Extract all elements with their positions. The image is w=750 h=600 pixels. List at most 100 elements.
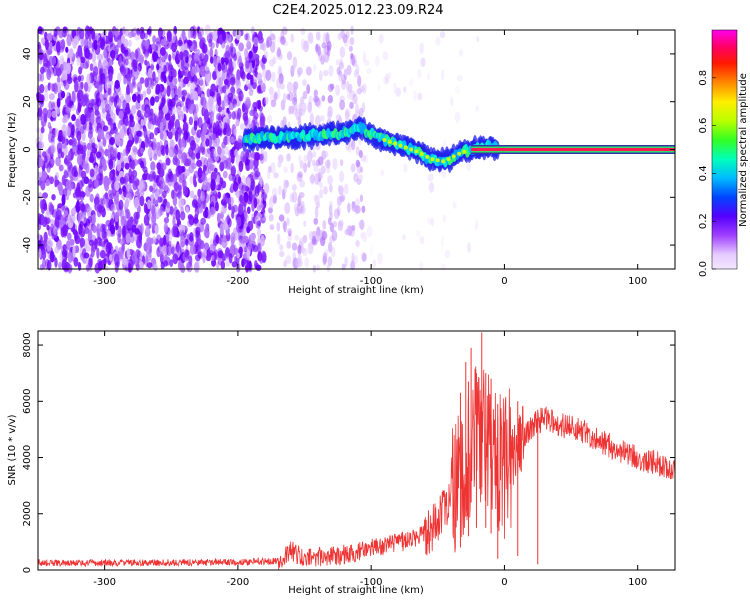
noise-speck bbox=[106, 51, 110, 63]
noise-speck bbox=[358, 138, 362, 146]
noise-speck bbox=[253, 53, 260, 61]
noise-speck bbox=[107, 87, 112, 96]
noise-speck bbox=[46, 68, 52, 81]
noise-speck bbox=[102, 163, 107, 172]
noise-speck bbox=[307, 31, 313, 43]
noise-speck bbox=[351, 252, 355, 264]
noise-speck bbox=[124, 49, 129, 56]
noise-speck bbox=[301, 247, 308, 256]
noise-speck bbox=[162, 116, 166, 127]
noise-speck bbox=[241, 71, 246, 82]
noise-speck bbox=[67, 165, 71, 173]
noise-speck bbox=[50, 158, 55, 165]
noise-speck bbox=[228, 149, 232, 159]
noise-speck bbox=[296, 202, 303, 215]
noise-speck bbox=[43, 90, 49, 102]
ridge-peak bbox=[451, 154, 456, 159]
noise-speck bbox=[104, 98, 109, 107]
noise-speck bbox=[219, 223, 225, 235]
noise-speck bbox=[46, 61, 51, 69]
noise-speck bbox=[313, 95, 319, 103]
noise-speck bbox=[230, 165, 237, 177]
noise-speck bbox=[86, 142, 91, 151]
noise-speck bbox=[350, 90, 357, 98]
noise-speck bbox=[344, 228, 350, 236]
noise-speck bbox=[454, 111, 461, 123]
noise-speck bbox=[237, 176, 242, 184]
noise-speck bbox=[81, 176, 85, 187]
noise-speck bbox=[154, 224, 159, 235]
noise-speck bbox=[92, 224, 97, 234]
noise-speck bbox=[252, 101, 258, 109]
noise-speck bbox=[206, 74, 210, 86]
noise-speck bbox=[277, 161, 282, 168]
noise-speck bbox=[114, 211, 120, 222]
noise-speck bbox=[339, 194, 344, 201]
noise-speck bbox=[77, 44, 83, 57]
noise-speck bbox=[231, 110, 236, 120]
noise-speck bbox=[263, 191, 268, 202]
noise-speck bbox=[255, 264, 262, 271]
noise-speck bbox=[178, 197, 185, 209]
noise-speck bbox=[249, 160, 254, 170]
noise-speck bbox=[267, 114, 273, 124]
noise-speck bbox=[114, 79, 120, 90]
snr-frame bbox=[37, 330, 676, 571]
noise-speck bbox=[58, 28, 64, 39]
noise-speck bbox=[277, 233, 281, 246]
snr-background bbox=[38, 331, 675, 570]
noise-speck bbox=[96, 247, 100, 259]
noise-speck bbox=[160, 54, 165, 67]
noise-speck bbox=[212, 71, 217, 80]
noise-speck bbox=[221, 106, 227, 116]
noise-speck bbox=[254, 152, 261, 161]
noise-speck bbox=[109, 147, 115, 156]
noise-speck bbox=[232, 181, 239, 192]
noise-speck bbox=[189, 135, 195, 147]
noise-speck bbox=[263, 182, 270, 194]
noise-speck bbox=[220, 63, 226, 72]
noise-speck bbox=[56, 76, 61, 84]
noise-speck bbox=[91, 142, 96, 149]
noise-speck bbox=[166, 85, 171, 97]
noise-speck bbox=[339, 99, 346, 111]
noise-speck bbox=[110, 154, 116, 161]
noise-speck bbox=[171, 32, 176, 44]
noise-speck bbox=[197, 31, 202, 40]
noise-speck bbox=[299, 160, 304, 169]
noise-speck bbox=[363, 155, 369, 164]
noise-speck bbox=[136, 109, 142, 118]
ridge-peak bbox=[414, 149, 419, 154]
noise-speck bbox=[117, 98, 122, 109]
noise-speck bbox=[304, 256, 310, 268]
noise-speck bbox=[39, 83, 45, 94]
noise-speck bbox=[212, 132, 217, 141]
noise-speck bbox=[119, 93, 124, 100]
noise-speck bbox=[62, 130, 68, 138]
noise-speck bbox=[363, 59, 370, 67]
noise-speck bbox=[194, 103, 199, 114]
noise-speck bbox=[37, 73, 42, 82]
noise-speck bbox=[452, 202, 457, 209]
noise-speck bbox=[69, 238, 75, 246]
noise-speck bbox=[322, 69, 329, 77]
noise-speck bbox=[154, 127, 159, 136]
noise-speck bbox=[360, 251, 367, 262]
noise-speck bbox=[102, 59, 109, 67]
noise-speck bbox=[336, 206, 341, 217]
noise-speck bbox=[175, 98, 181, 106]
noise-speck bbox=[43, 231, 48, 244]
spectrogram-ridge bbox=[242, 115, 675, 173]
noise-speck bbox=[89, 193, 94, 203]
noise-speck bbox=[159, 47, 166, 56]
noise-speck bbox=[185, 206, 189, 213]
noise-speck bbox=[174, 119, 181, 131]
noise-speck bbox=[362, 231, 368, 243]
snr-ytick-label: 0 bbox=[22, 567, 33, 573]
noise-speck bbox=[254, 185, 260, 197]
noise-speck bbox=[111, 51, 116, 61]
noise-speck bbox=[124, 198, 130, 209]
noise-speck bbox=[123, 175, 129, 185]
noise-speck bbox=[79, 147, 84, 155]
noise-speck bbox=[178, 228, 185, 237]
